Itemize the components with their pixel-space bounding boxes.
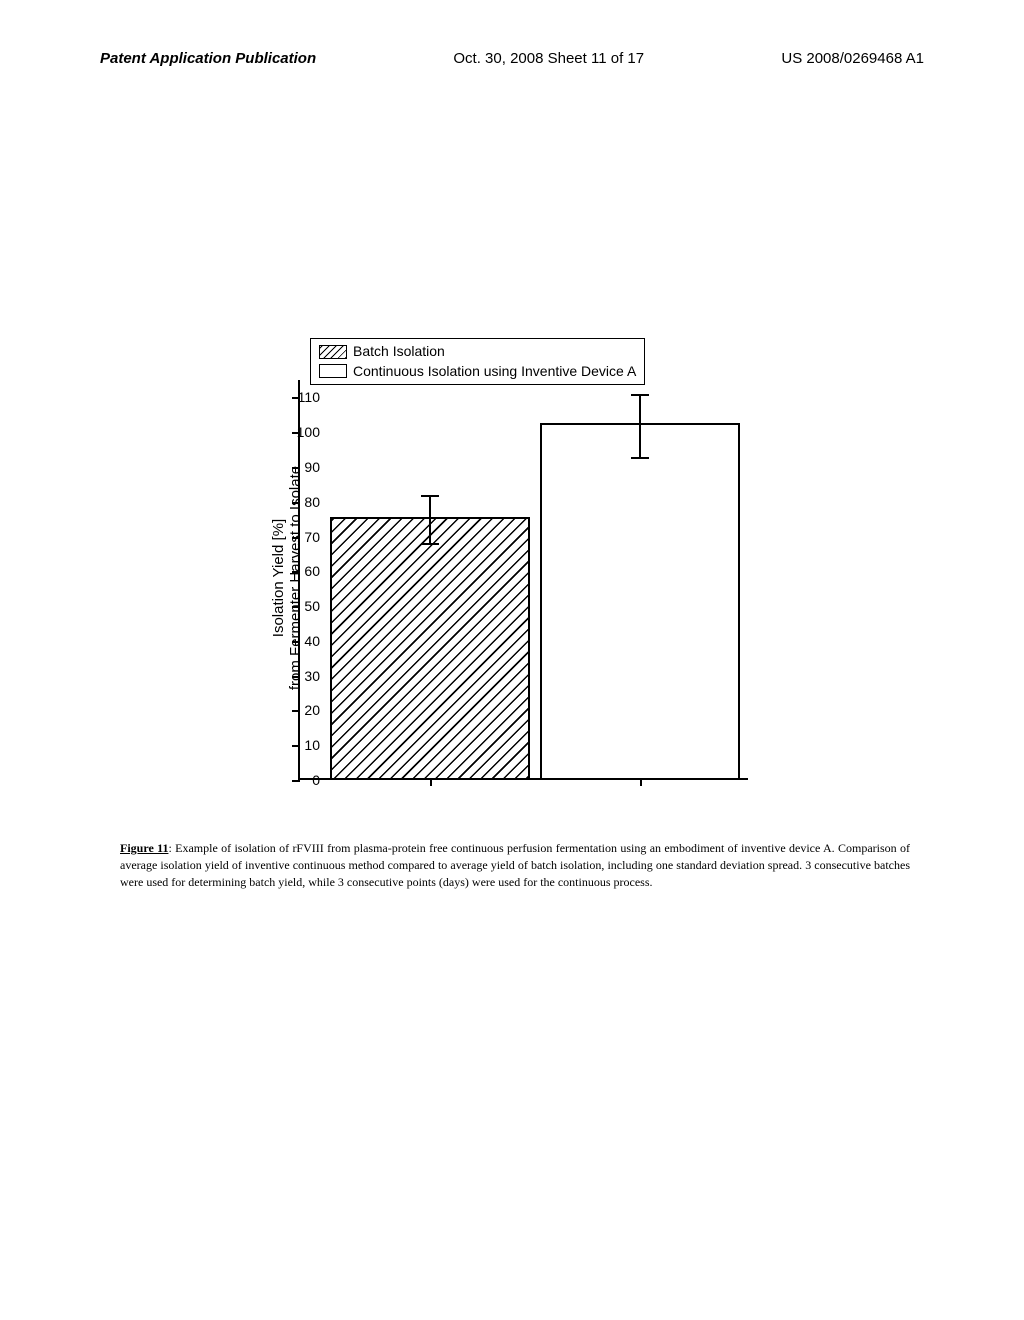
header-patent-number: US 2008/0269468 A1 (781, 50, 924, 67)
error-bar-continuous (639, 394, 641, 457)
y-tick-label: 90 (304, 459, 320, 475)
bar-chart: Batch Isolation Continuous Isolation usi… (220, 350, 780, 805)
error-bar-batch (429, 495, 431, 544)
error-cap-top (421, 495, 439, 497)
legend-item-continuous: Continuous Isolation using Inventive Dev… (319, 362, 636, 382)
figure-caption: Figure 11: Example of isolation of rFVII… (120, 840, 910, 890)
y-tick-label: 70 (304, 529, 320, 545)
y-tick (292, 502, 300, 504)
legend-item-batch: Batch Isolation (319, 342, 636, 362)
y-tick-label: 30 (304, 668, 320, 684)
y-tick-label: 110 (298, 389, 320, 405)
y-tick (292, 780, 300, 782)
y-tick (292, 467, 300, 469)
y-tick (292, 537, 300, 539)
bar-batch (330, 517, 530, 778)
error-cap-bottom (631, 457, 649, 459)
y-tick (292, 606, 300, 608)
legend-swatch-hatched (319, 345, 347, 359)
legend-label-continuous: Continuous Isolation using Inventive Dev… (353, 362, 636, 382)
y-tick-label: 10 (304, 737, 320, 753)
legend-swatch-plain (319, 364, 347, 378)
y-tick (292, 676, 300, 678)
y-tick-label: 40 (304, 633, 320, 649)
y-tick (292, 641, 300, 643)
x-tick (430, 778, 432, 786)
chart-legend: Batch Isolation Continuous Isolation usi… (310, 338, 645, 385)
y-tick (292, 571, 300, 573)
y-tick-label: 60 (304, 563, 320, 579)
y-tick (292, 745, 300, 747)
error-cap-top (631, 394, 649, 396)
error-cap-bottom (421, 543, 439, 545)
figure-label: Figure 11 (120, 841, 168, 855)
header-date-sheet: Oct. 30, 2008 Sheet 11 of 17 (453, 50, 644, 67)
y-tick-label: 0 (312, 772, 320, 788)
figure-caption-text: : Example of isolation of rFVIII from pl… (120, 841, 910, 889)
legend-label-batch: Batch Isolation (353, 342, 445, 362)
y-tick (292, 710, 300, 712)
y-axis-label-line1: Isolation Yield [%] (270, 465, 287, 689)
bar-continuous (540, 423, 740, 778)
y-tick-label: 50 (304, 598, 320, 614)
x-tick (640, 778, 642, 786)
y-tick-label: 20 (304, 702, 320, 718)
plot-area (298, 380, 748, 780)
y-tick-label: 80 (304, 494, 320, 510)
header-publication: Patent Application Publication (100, 50, 316, 67)
y-tick-label: 100 (297, 424, 320, 440)
